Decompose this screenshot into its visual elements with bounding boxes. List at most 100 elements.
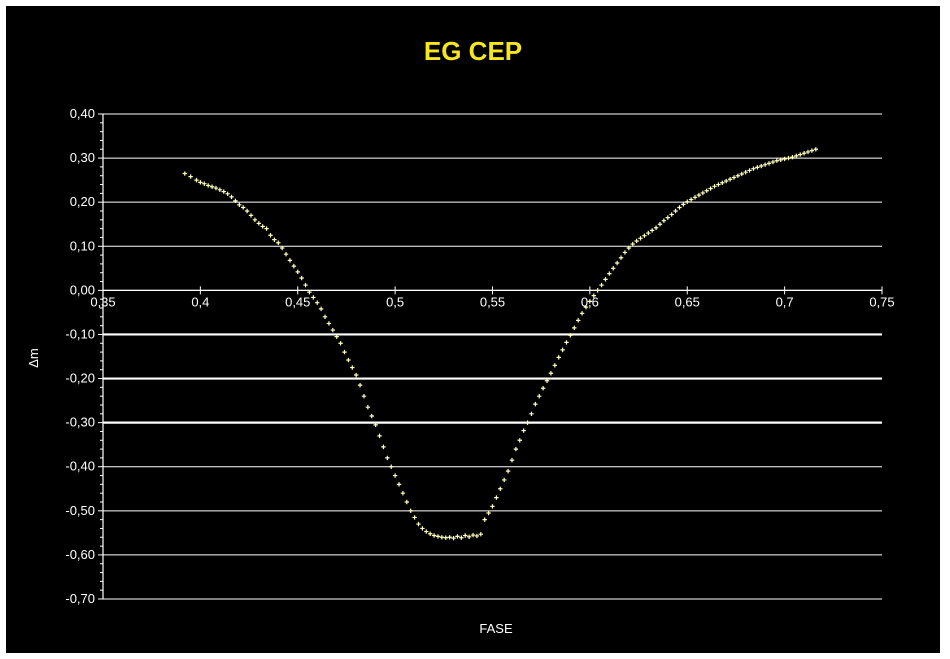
data-point [743,170,748,175]
data-point [459,535,464,540]
data-point [759,163,764,169]
data-point [188,174,193,179]
data-point [357,382,363,388]
data-point [451,535,456,541]
data-point [256,221,261,226]
data-point [599,282,604,288]
y-tick-label: -0,40 [65,459,95,474]
data-point [318,306,324,312]
data-point [657,222,663,227]
data-point [564,340,569,345]
grid-lines [103,113,882,600]
data-point [801,151,807,156]
data-point [727,177,733,182]
chart-title: EG CEP [424,36,522,66]
y-tick-label: -0,30 [65,415,95,430]
data-point [264,226,269,231]
data-point [198,180,203,185]
y-tick-label: -0,70 [65,591,95,606]
data-point [396,482,402,487]
data-point [350,365,355,370]
data-point [786,155,791,161]
data-point [587,299,593,304]
data-point [712,184,717,189]
data-points [182,147,818,541]
data-point [575,318,581,323]
data-point [498,486,503,491]
x-tick-label: 0,5 [386,294,404,309]
y-axis-label: Δm [26,348,41,368]
data-point [307,289,312,295]
data-point [225,191,230,197]
data-point [241,205,246,210]
data-point [182,171,187,176]
data-point [642,233,647,238]
data-point [747,168,752,173]
data-point [774,158,780,163]
data-point [805,149,811,155]
y-tick-label: -0,10 [65,326,95,341]
data-point [649,228,655,233]
y-tick-label: -0,50 [65,503,95,518]
axes [98,113,883,600]
data-point [685,199,690,204]
data-point [486,510,491,516]
data-point [427,531,433,536]
data-point [556,355,561,360]
data-point [778,157,783,163]
y-tick-label: 0,00 [70,282,95,297]
data-point [638,236,643,241]
data-point [291,263,297,269]
data-point [813,147,818,152]
data-point [237,202,242,208]
data-point [568,333,573,338]
data-point [353,372,359,378]
data-point [424,529,429,534]
y-tick-label: 0,20 [70,194,95,209]
data-point [248,213,254,218]
data-point [544,378,550,383]
data-point [233,198,238,204]
data-point [762,162,768,167]
x-tick-label: 0,65 [675,294,700,309]
data-point [696,192,702,198]
data-point [692,195,698,200]
data-point [665,215,670,220]
data-point [490,504,495,509]
data-point [361,393,367,399]
data-point [560,347,565,353]
data-point [521,428,526,433]
data-point [533,401,538,407]
data-point [283,252,289,257]
data-point [798,152,803,157]
data-point [392,473,398,478]
data-point [595,288,600,293]
data-point [790,155,795,160]
data-point [677,205,682,210]
data-point [260,224,265,229]
data-point [435,534,441,539]
data-point [470,532,476,538]
x-tick-label: 0,55 [480,294,505,309]
data-point [431,533,437,538]
data-point [217,187,223,193]
data-point [681,202,686,207]
data-point [389,464,394,469]
data-point [194,177,199,183]
scatter-chart: EG CEP 0,40 0,30 0,20 0,10 0,00 -0,10 -0,20 -0,… [26,36,895,636]
data-point [579,311,585,316]
data-point [252,217,258,223]
y-tick-label: -0,20 [65,371,95,386]
data-point [447,535,452,540]
x-tick-label: 0,45 [285,294,310,309]
data-point [244,208,250,214]
data-point [404,499,410,505]
data-point [529,411,534,417]
data-point [766,161,772,166]
data-point [268,233,273,238]
data-point [603,277,608,282]
data-point [322,314,328,320]
data-point [439,535,445,540]
data-point [334,334,339,339]
data-point [716,182,721,187]
